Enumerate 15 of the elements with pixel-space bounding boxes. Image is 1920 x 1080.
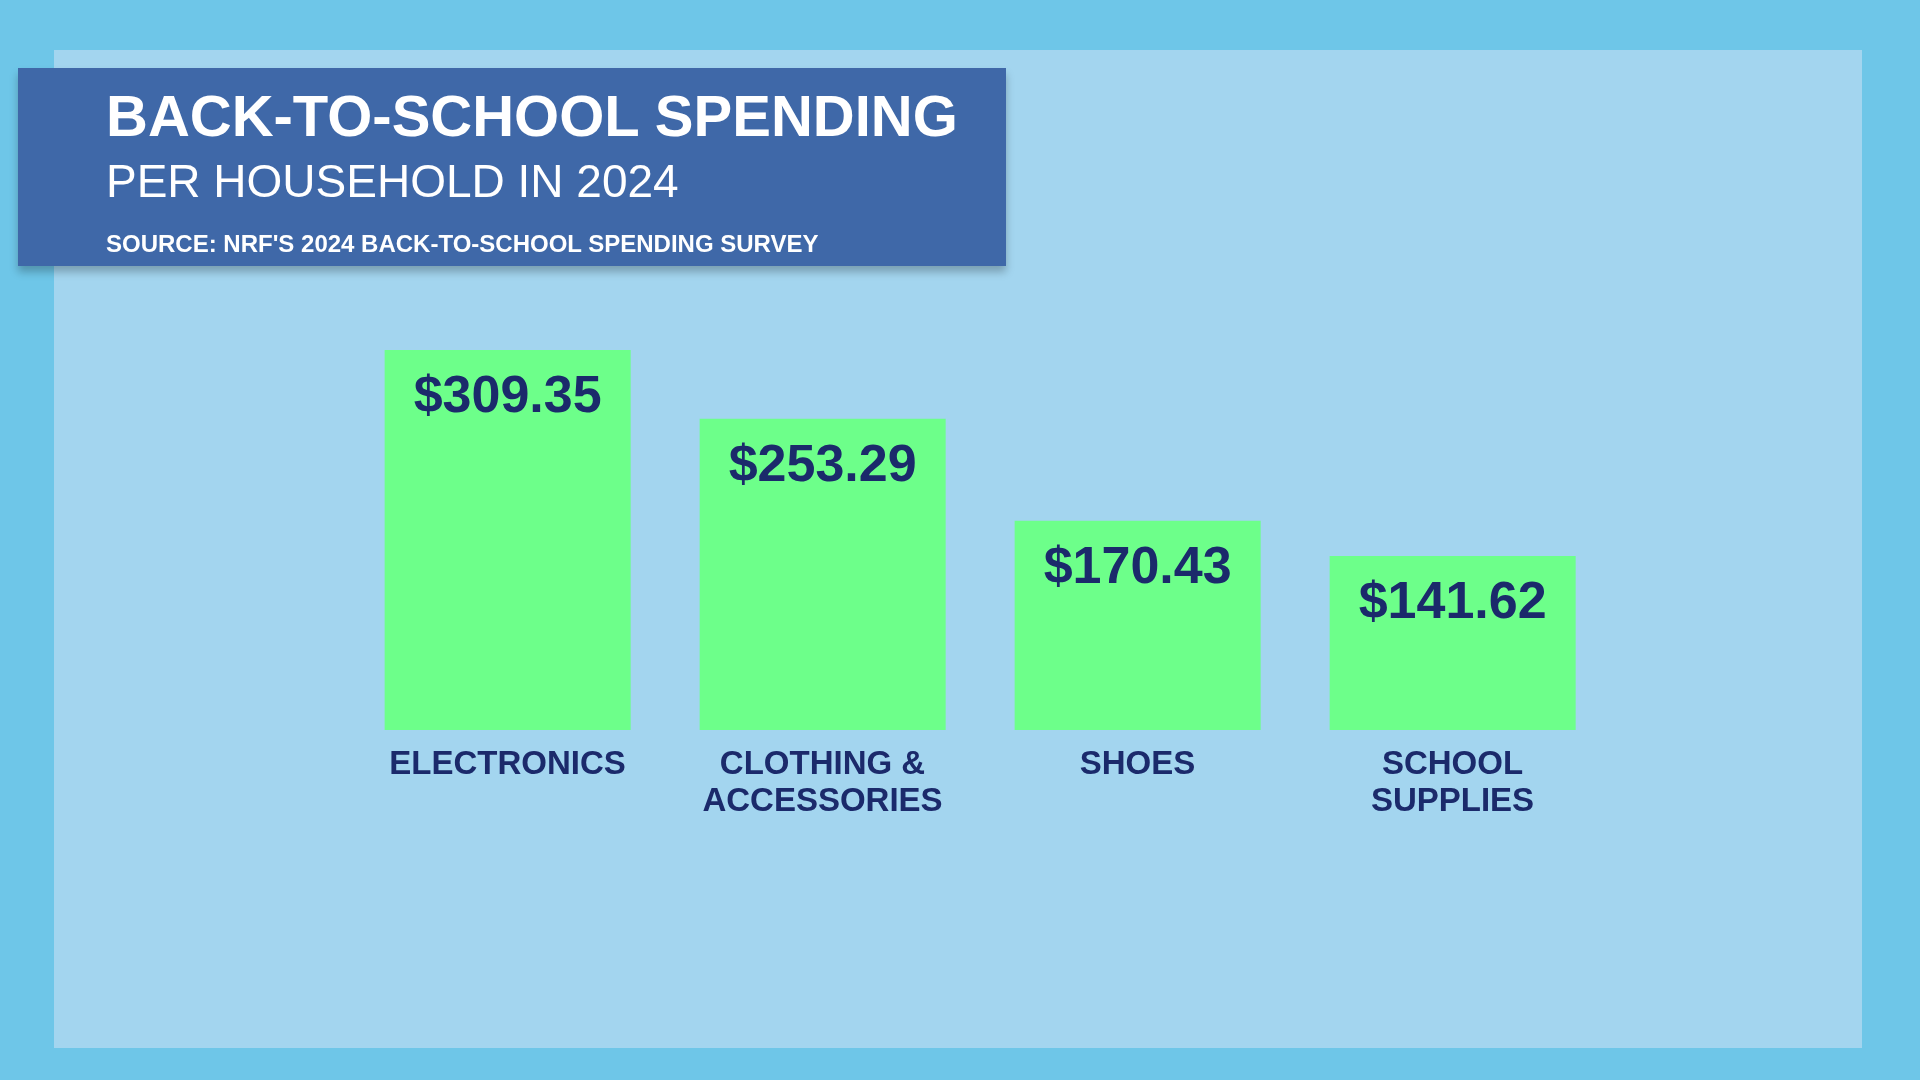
- data-label: $170.43: [1043, 535, 1232, 594]
- chart-subtitle: PER HOUSEHOLD IN 2024: [106, 154, 679, 208]
- x-tick-label: SCHOOL SUPPLIES: [1370, 744, 1535, 818]
- data-label: $141.62: [1358, 571, 1547, 630]
- x-tick-label: SHOES: [1079, 744, 1196, 781]
- bar: [1329, 556, 1576, 730]
- data-label: $309.35: [413, 365, 602, 423]
- data-label: $253.29: [728, 433, 917, 492]
- x-tick-label: CLOTHING & ACCESSORIES: [702, 744, 943, 818]
- bar: [699, 418, 946, 730]
- source-note: SOURCE: NRF'S 2024 BACK-TO-SCHOOL SPENDING SURVEY: [106, 230, 819, 258]
- x-tick-label: ELECTRONICS: [389, 744, 626, 781]
- bar: [384, 350, 631, 730]
- chart-title: BACK-TO-SCHOOL SPENDING: [106, 82, 958, 149]
- bar: [1014, 520, 1261, 730]
